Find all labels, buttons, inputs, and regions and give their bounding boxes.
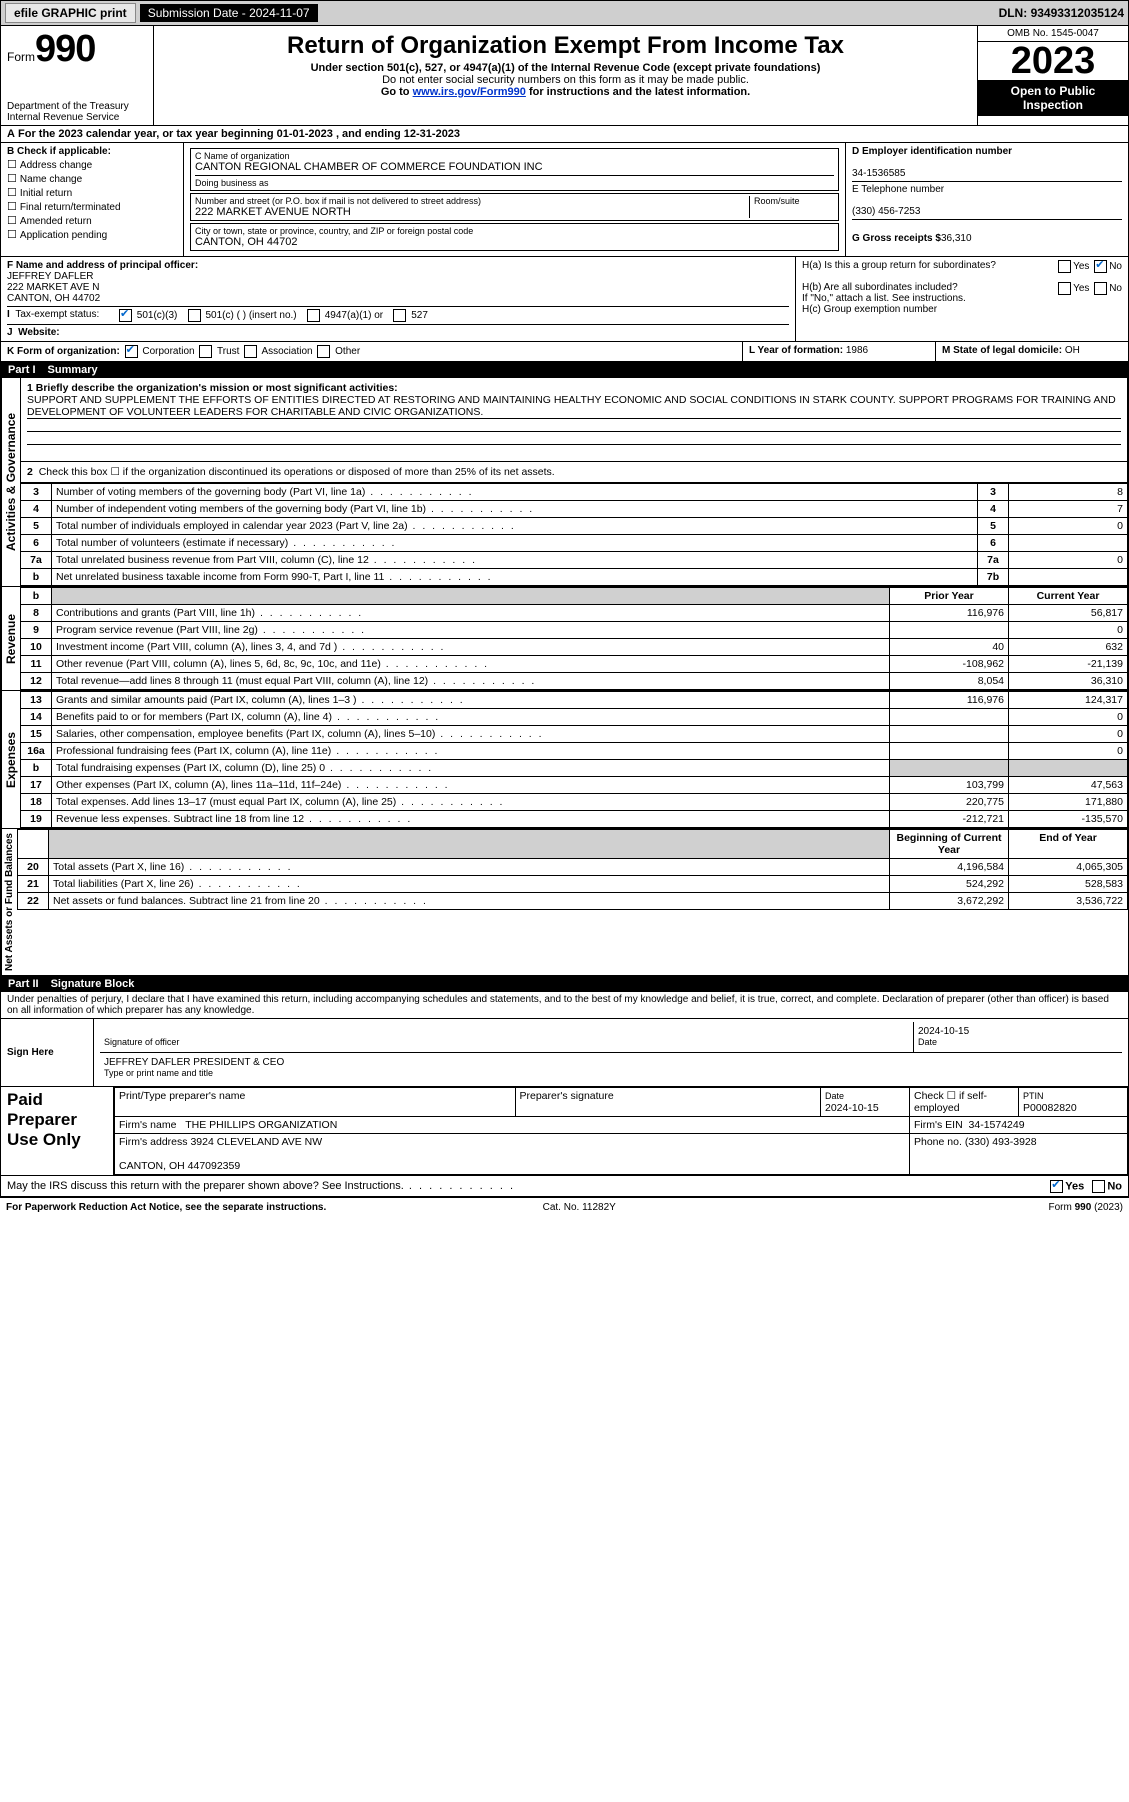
table-row: 4Number of independent voting members of… — [21, 501, 1128, 518]
irs-link[interactable]: www.irs.gov/Form990 — [413, 86, 526, 98]
sign-here-label: Sign Here — [1, 1019, 94, 1086]
sign-block: Sign Here Signature of officer2024-10-15… — [0, 1019, 1129, 1087]
form-header: Form990 Department of the Treasury Inter… — [0, 26, 1129, 126]
section-c: C Name of organizationCANTON REGIONAL CH… — [184, 143, 846, 256]
table-row: 18Total expenses. Add lines 13–17 (must … — [21, 794, 1128, 811]
chk-final[interactable]: Final return/terminated — [7, 200, 177, 213]
table-row: 10Investment income (Part VIII, column (… — [21, 639, 1128, 656]
open-inspection: Open to Public Inspection — [978, 80, 1128, 116]
subtitle-3: Go to www.irs.gov/Form990 for instructio… — [158, 86, 973, 98]
tax-year: 2023 — [978, 42, 1128, 80]
discuss-no[interactable] — [1092, 1180, 1105, 1193]
vlabel-revenue: Revenue — [1, 587, 20, 690]
discuss-yes[interactable] — [1050, 1180, 1063, 1193]
phone: (330) 456-7253 — [852, 206, 920, 217]
cat-no: Cat. No. 11282Y — [543, 1202, 616, 1213]
row-klm: K Form of organization: Corporation Trus… — [0, 342, 1129, 362]
chk-initial[interactable]: Initial return — [7, 186, 177, 199]
line-a: A For the 2023 calendar year, or tax yea… — [0, 126, 1129, 143]
table-row: 8Contributions and grants (Part VIII, li… — [21, 605, 1128, 622]
table-row: 15Salaries, other compensation, employee… — [21, 726, 1128, 743]
mission-block: 1 Briefly describe the organization's mi… — [20, 378, 1128, 462]
website-label: Website: — [18, 327, 60, 338]
expenses-table: 13Grants and similar amounts paid (Part … — [20, 691, 1128, 828]
table-row: 19Revenue less expenses. Subtract line 1… — [21, 811, 1128, 828]
org-city: CANTON, OH 44702 — [195, 236, 834, 248]
table-row: bTotal fundraising expenses (Part IX, co… — [21, 760, 1128, 777]
chk-501c3[interactable] — [119, 309, 132, 322]
table-row: 5Total number of individuals employed in… — [21, 518, 1128, 535]
section-b: B Check if applicable: Address change Na… — [1, 143, 184, 256]
discuss-row: May the IRS discuss this return with the… — [0, 1176, 1129, 1197]
footer: For Paperwork Reduction Act Notice, see … — [0, 1197, 1129, 1217]
chk-pending[interactable]: Application pending — [7, 228, 177, 241]
table-row: 6Total number of volunteers (estimate if… — [21, 535, 1128, 552]
netassets-section: Net Assets or Fund Balances Beginning of… — [0, 829, 1129, 976]
chk-address[interactable]: Address change — [7, 158, 177, 171]
form-title: Return of Organization Exempt From Incom… — [158, 32, 973, 60]
subtitle-2: Do not enter social security numbers on … — [158, 74, 973, 86]
table-row: bNet unrelated business taxable income f… — [21, 569, 1128, 586]
firm-name: THE PHILLIPS ORGANIZATION — [185, 1119, 337, 1131]
info-grid: B Check if applicable: Address change Na… — [0, 143, 1129, 257]
dln: DLN: 93493312035124 — [999, 6, 1124, 20]
firm-phone: (330) 493-3928 — [965, 1136, 1037, 1148]
efile-button[interactable]: efile GRAPHIC print — [5, 3, 136, 23]
org-address: 222 MARKET AVENUE NORTH — [195, 206, 749, 218]
subtitle-1: Under section 501(c), 527, or 4947(a)(1)… — [158, 62, 973, 74]
chk-name[interactable]: Name change — [7, 172, 177, 185]
part2-bar: Part IISignature Block — [0, 976, 1129, 992]
vlabel-net: Net Assets or Fund Balances — [1, 829, 17, 975]
form-number: 990 — [35, 28, 95, 70]
section-deg: D Employer identification number 34-1536… — [846, 143, 1128, 256]
submission-date: Submission Date - 2024-11-07 — [140, 4, 318, 22]
revenue-table: bPrior YearCurrent Year 8Contributions a… — [20, 587, 1128, 690]
top-bar: efile GRAPHIC print Submission Date - 20… — [0, 0, 1129, 26]
paid-preparer-block: Paid Preparer Use Only Print/Type prepar… — [0, 1087, 1129, 1176]
part1-bar: Part ISummary — [0, 362, 1129, 378]
table-row: 13Grants and similar amounts paid (Part … — [21, 692, 1128, 709]
form-ref: Form 990 (2023) — [1049, 1202, 1123, 1213]
table-row: 11Other revenue (Part VIII, column (A), … — [21, 656, 1128, 673]
year-formation: 1986 — [846, 345, 868, 356]
row-fhi: F Name and address of principal officer:… — [0, 257, 1129, 342]
table-row: 21Total liabilities (Part X, line 26)524… — [18, 876, 1128, 893]
irs-label: Internal Revenue Service — [7, 112, 147, 123]
table-row: 16aProfessional fundraising fees (Part I… — [21, 743, 1128, 760]
vlabel-governance: Activities & Governance — [1, 378, 20, 586]
ein: 34-1536585 — [852, 168, 905, 179]
section-f-label: F Name and address of principal officer: — [7, 260, 198, 271]
table-row: 9Program service revenue (Part VIII, lin… — [21, 622, 1128, 639]
gov-table: 3Number of voting members of the governi… — [20, 483, 1128, 586]
net-table: Beginning of Current YearEnd of Year 20T… — [17, 829, 1128, 910]
table-row: 14Benefits paid to or for members (Part … — [21, 709, 1128, 726]
vlabel-expenses: Expenses — [1, 691, 20, 828]
governance-section: Activities & Governance 1 Briefly descri… — [0, 378, 1129, 587]
table-row: 20Total assets (Part X, line 16)4,196,58… — [18, 859, 1128, 876]
table-row: 3Number of voting members of the governi… — [21, 484, 1128, 501]
mission-text: SUPPORT AND SUPPLEMENT THE EFFORTS OF EN… — [27, 394, 1116, 418]
paid-label: Paid Preparer Use Only — [1, 1087, 114, 1175]
declaration: Under penalties of perjury, I declare th… — [0, 992, 1129, 1019]
dept-treasury: Department of the Treasury — [7, 101, 147, 112]
table-row: 12Total revenue—add lines 8 through 11 (… — [21, 673, 1128, 690]
table-row: 22Net assets or fund balances. Subtract … — [18, 893, 1128, 910]
officer-sig-name: JEFFREY DAFLER PRESIDENT & CEO — [104, 1057, 284, 1068]
expenses-section: Expenses 13Grants and similar amounts pa… — [0, 691, 1129, 829]
form-label: Form — [7, 50, 35, 64]
table-row: 7aTotal unrelated business revenue from … — [21, 552, 1128, 569]
officer-name: JEFFREY DAFLER — [7, 271, 94, 282]
firm-ein: 34-1574249 — [969, 1119, 1025, 1131]
revenue-section: Revenue bPrior YearCurrent Year 8Contrib… — [0, 587, 1129, 691]
ptin: P00082820 — [1023, 1102, 1077, 1114]
sign-date: 2024-10-15 — [918, 1026, 969, 1037]
chk-amended[interactable]: Amended return — [7, 214, 177, 227]
section-h: H(a) Is this a group return for subordin… — [796, 257, 1128, 341]
table-row: 17Other expenses (Part IX, column (A), l… — [21, 777, 1128, 794]
org-name: CANTON REGIONAL CHAMBER OF COMMERCE FOUN… — [195, 161, 834, 173]
domicile: OH — [1065, 345, 1080, 356]
gross-receipts: 36,310 — [941, 233, 972, 244]
